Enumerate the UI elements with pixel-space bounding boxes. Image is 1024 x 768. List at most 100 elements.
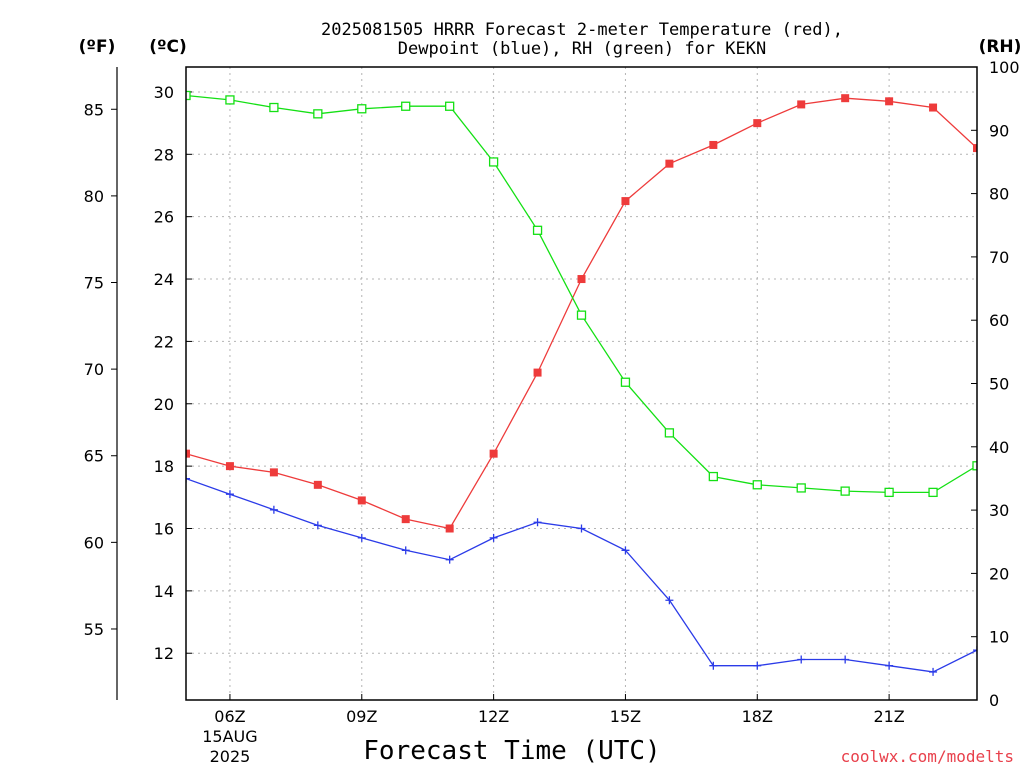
point-rh-8 [313, 109, 323, 119]
point-temperature-20 [841, 94, 850, 103]
point-rh-12 [488, 157, 499, 167]
point-dewpoint-13 [533, 518, 542, 527]
point-temperature-16 [665, 159, 674, 168]
celsius-unit-label: (ºC) [149, 37, 187, 57]
point-temperature-18 [753, 119, 762, 128]
x-date-label: 15AUG [202, 727, 257, 746]
point-rh-10 [401, 101, 411, 111]
point-temperature-22 [929, 103, 938, 112]
point-rh-23 [972, 461, 977, 471]
point-dewpoint-12 [489, 533, 498, 542]
rh-tick-label-10: 10 [989, 628, 1009, 647]
rh-axis-ticks: 0 10 20 30 40 50 60 70 80 90 100 [971, 58, 1020, 710]
f-tick-label-85: 85 [84, 100, 104, 119]
point-dewpoint-15 [621, 546, 630, 555]
plot-frame [185, 66, 978, 701]
f-tick-label-80: 80 [84, 187, 104, 206]
point-dewpoint-11 [445, 555, 454, 564]
point-rh-21 [884, 487, 894, 498]
point-rh-15 [620, 377, 631, 387]
x-axis-label: Forecast Time (UTC) [363, 736, 660, 766]
point-dewpoint-10 [401, 546, 410, 555]
series-temperature [186, 94, 977, 533]
c-tick-label-20: 20 [154, 395, 174, 414]
rh-tick-label-60: 60 [989, 311, 1009, 330]
point-dewpoint-20 [841, 655, 850, 664]
x-tick-label-12Z: 12Z [478, 707, 509, 726]
grid-lines [186, 67, 977, 700]
point-rh-11 [445, 101, 455, 111]
celsius-axis-ticks: 12 14 16 18 20 22 24 26 28 30 [154, 83, 192, 663]
point-temperature-21 [885, 97, 894, 106]
point-rh-13 [532, 225, 543, 235]
point-rh-7 [269, 102, 279, 113]
rh-tick-label-0: 0 [989, 691, 999, 710]
point-temperature-17 [709, 140, 718, 149]
fahrenheit-axis-ticks: 55 60 65 70 75 80 85 [84, 100, 117, 639]
source-credit: coolwx.com/modelts [841, 747, 1014, 766]
f-tick-label-60: 60 [84, 533, 104, 552]
c-tick-label-26: 26 [154, 208, 174, 227]
rh-tick-label-30: 30 [989, 501, 1009, 520]
point-dewpoint-16 [665, 596, 674, 605]
series-dewpoint [186, 474, 977, 676]
point-dewpoint-21 [885, 661, 894, 670]
c-tick-label-24: 24 [154, 270, 174, 289]
rh-tick-label-70: 70 [989, 248, 1009, 267]
rh-tick-label-90: 90 [989, 121, 1009, 140]
rh-tick-label-40: 40 [989, 438, 1009, 457]
f-tick-label-55: 55 [84, 620, 104, 639]
point-dewpoint-22 [929, 667, 938, 676]
point-rh-16 [664, 428, 675, 438]
point-temperature-6 [225, 462, 234, 471]
rh-tick-label-100: 100 [989, 58, 1020, 77]
point-temperature-11 [445, 524, 454, 533]
point-rh-20 [840, 486, 850, 496]
point-rh-17 [708, 471, 718, 482]
rh-unit-label: (RH) [979, 37, 1022, 57]
point-dewpoint-19 [797, 655, 806, 664]
point-temperature-8 [313, 480, 322, 489]
c-tick-label-18: 18 [154, 457, 174, 476]
c-tick-label-16: 16 [154, 519, 174, 538]
point-temperature-15 [621, 197, 630, 206]
point-temperature-12 [489, 449, 498, 458]
point-rh-22 [928, 487, 938, 498]
rh-tick-label-50: 50 [989, 375, 1009, 394]
point-dewpoint-18 [753, 661, 762, 670]
series-line-rh [186, 94, 977, 494]
point-rh-9 [357, 104, 367, 114]
f-tick-label-65: 65 [84, 447, 104, 466]
x-tick-label-18Z: 18Z [742, 707, 773, 726]
c-tick-label-30: 30 [154, 83, 174, 102]
point-dewpoint-6 [225, 490, 234, 499]
point-temperature-7 [269, 468, 278, 477]
x-tick-label-09Z: 09Z [346, 707, 377, 726]
c-tick-label-22: 22 [154, 332, 174, 351]
point-dewpoint-5 [186, 474, 190, 483]
point-temperature-5 [186, 449, 190, 458]
chart-title-line1: 2025081505 HRRR Forecast 2-meter Tempera… [321, 20, 843, 40]
point-temperature-13 [533, 368, 542, 377]
point-dewpoint-7 [269, 505, 278, 514]
data-series [186, 90, 977, 676]
point-dewpoint-17 [709, 661, 718, 670]
point-dewpoint-23 [973, 646, 977, 655]
x-year-label: 2025 [210, 747, 251, 766]
point-dewpoint-8 [313, 521, 322, 530]
f-tick-label-75: 75 [84, 274, 104, 293]
series-line-dewpoint [186, 477, 977, 673]
point-dewpoint-9 [357, 533, 366, 542]
fahrenheit-unit-label: (ºF) [79, 37, 116, 57]
x-tick-label-06Z: 06Z [214, 707, 245, 726]
c-tick-label-14: 14 [154, 582, 174, 601]
c-tick-label-28: 28 [154, 145, 174, 164]
point-rh-19 [796, 483, 806, 493]
point-temperature-10 [401, 515, 410, 524]
point-dewpoint-14 [577, 524, 586, 533]
x-tick-label-21Z: 21Z [873, 707, 904, 726]
point-rh-5 [186, 90, 191, 101]
chart-title-line2: Dewpoint (blue), RH (green) for KEKN [398, 39, 766, 59]
